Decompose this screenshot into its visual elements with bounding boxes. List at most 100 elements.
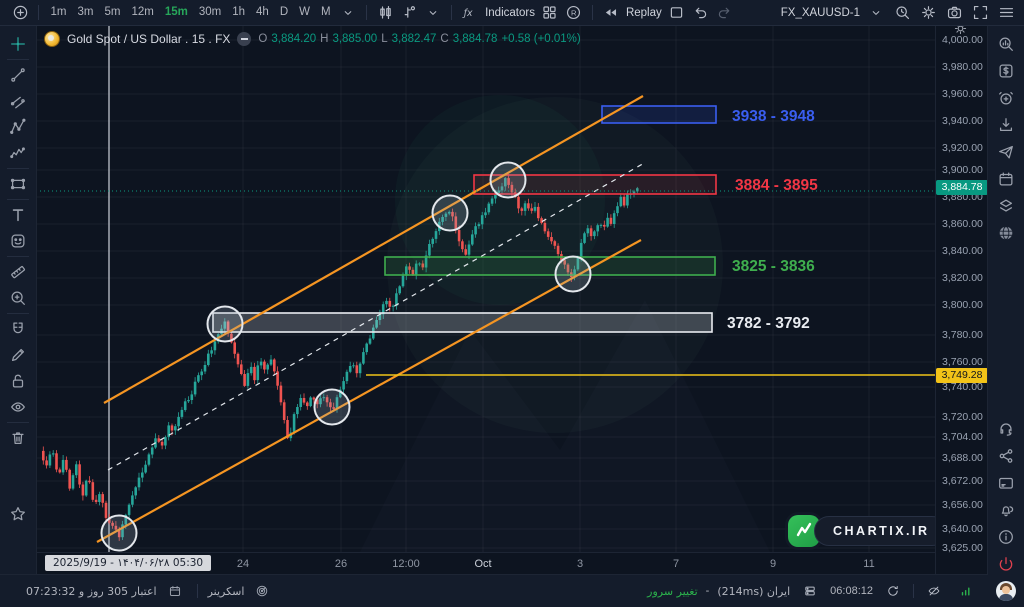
status-bar: اعتبار 305 روز و 07:23:32 اسکرینر تغییر … [0,574,988,607]
elliott-wave-tool-icon[interactable] [4,140,32,166]
time-tick: 26 [334,558,348,570]
refresh-icon[interactable] [881,579,905,603]
layout-chevron-icon[interactable] [864,1,888,25]
magnet-tool-icon[interactable] [4,316,32,342]
text-tool-icon[interactable] [4,202,32,228]
high-value: 3,885.00 [332,33,378,45]
timeframe-chevron-icon[interactable] [336,1,360,25]
price-tick: 3,760.00 [942,356,983,368]
calendar-panel-icon[interactable] [992,165,1020,192]
candle-style-icon[interactable] [373,1,397,25]
replay-button[interactable]: Replay [625,6,662,19]
ruler-tool-icon[interactable] [4,259,32,285]
crosshair-date-badge: 2025/9/19 - ۱۴۰۴/۰۶/۲۸ 05:30 [45,555,212,571]
time-axis[interactable]: 2025/9/19 - ۱۴۰۴/۰۶/۲۸ 05:30 24 26 12:00 Oc… [36,552,935,576]
zoom-in-tool-icon[interactable] [4,285,32,311]
parallel-channel-tool-icon[interactable] [4,88,32,114]
timeframe-1m[interactable]: 1m [50,6,67,18]
menu-hamburger-icon[interactable] [994,1,1018,25]
snapshot-camera-icon[interactable] [942,1,966,25]
r-circle-icon[interactable]: R [562,1,586,25]
export-data-icon[interactable] [992,111,1020,138]
zone-box [601,105,717,124]
favorites-star-icon[interactable] [4,501,32,527]
globe-panel-icon[interactable] [992,219,1020,246]
open-value: 3,884.20 [271,33,317,45]
timeframe-W[interactable]: W [299,6,310,18]
chartix-logo: CHARTIX.IR [788,515,947,547]
timeframe-4h[interactable]: 4h [256,6,269,18]
indicators-fx-icon[interactable]: ƒx [458,1,482,25]
crosshair-tool-icon[interactable] [4,31,32,57]
replay-rewind-icon[interactable] [599,1,623,25]
rectangle-tool-icon[interactable] [4,171,32,197]
connection-signal-icon[interactable] [954,579,978,603]
zone-label: 3782 - 3792 [727,315,810,332]
zone-label: 3884 - 3895 [735,177,818,194]
timeframe-12m[interactable]: 12m [131,6,154,18]
zone-box [473,174,717,195]
change-server-button[interactable]: تغییر سرور [647,584,698,598]
timeframe-1h[interactable]: 1h [232,6,246,18]
hide-drawings-tool-icon[interactable] [4,394,32,420]
user-avatar[interactable] [996,581,1016,601]
indicators-button[interactable]: Indicators [485,6,535,19]
price-axis[interactable]: 4,000.00 3,980.00 3,960.00 3,940.00 3,920.00… [935,22,989,575]
search-history-icon[interactable] [890,1,914,25]
timeframe-D[interactable]: D [279,6,289,18]
symbol-title[interactable]: Gold Spot / US Dollar . 15 . FX [67,32,231,46]
close-value: 3,884.78 [452,33,498,45]
price-tick: 3,960.00 [942,88,983,100]
sidebar-top-group [988,30,1024,246]
alerts-panel-icon[interactable] [992,84,1020,111]
timeframe-3m[interactable]: 3m [77,6,94,18]
trend-line-tool-icon[interactable] [4,62,32,88]
select-bar-icon[interactable] [665,1,689,25]
payment-card-icon[interactable] [992,469,1020,496]
draw-tool-icon[interactable] [4,342,32,368]
pricing-panel-icon[interactable] [992,57,1020,84]
add-symbol-icon[interactable] [8,1,32,25]
divider [196,584,198,598]
hide-legend-button[interactable] [237,32,252,46]
low-value: 3,882.47 [391,33,437,45]
eye-crossed-icon[interactable] [922,579,946,603]
timeframe-M[interactable]: M [321,6,331,18]
price-chart[interactable]: 3938 - 3948 3884 - 3895 3825 - 3836 3782 - … [36,25,935,552]
screener-search-icon[interactable] [992,30,1020,57]
info-panel-icon[interactable] [992,523,1020,550]
timeframe-15m[interactable]: 15m [164,6,188,18]
support-headset-icon[interactable] [992,415,1020,442]
close-label: C [440,33,449,45]
remove-drawings-tool-icon[interactable] [4,425,32,451]
divider [366,5,368,20]
touch-highlight-circle [206,305,244,343]
power-logout-icon[interactable] [992,550,1020,577]
bar-type-icon[interactable] [397,1,421,25]
share-panel-icon[interactable] [992,442,1020,469]
style-chevron-icon[interactable] [421,1,445,25]
redo-icon[interactable] [713,1,737,25]
undo-icon[interactable] [689,1,713,25]
toolbar-right-group: FX_XAUUSD-1 [781,0,1024,25]
xabcd-pattern-tool-icon[interactable] [4,114,32,140]
notifications-icon[interactable] [992,496,1020,523]
screener-button[interactable]: اسکرینر [208,579,275,603]
status-right-group: تغییر سرور - ایران (214ms) 06:08:12 [647,579,988,603]
emoji-tool-icon[interactable] [4,228,32,254]
settings-gear-icon[interactable] [916,1,940,25]
ideas-panel-icon[interactable] [992,138,1020,165]
layout-name[interactable]: FX_XAUUSD-1 [780,6,860,19]
touch-highlight-circle [489,161,527,199]
object-tree-icon[interactable] [992,192,1020,219]
lock-drawings-tool-icon[interactable] [4,368,32,394]
server-icon [798,579,822,603]
time-tick: 11 [863,558,875,570]
grid-layout-icon[interactable] [538,1,562,25]
timeframe-5m[interactable]: 5m [104,6,121,18]
fullscreen-icon[interactable] [968,1,992,25]
timeframe-30m[interactable]: 30m [198,6,222,18]
svg-text:ƒx: ƒx [462,8,473,19]
touch-highlight-circle [313,388,351,426]
